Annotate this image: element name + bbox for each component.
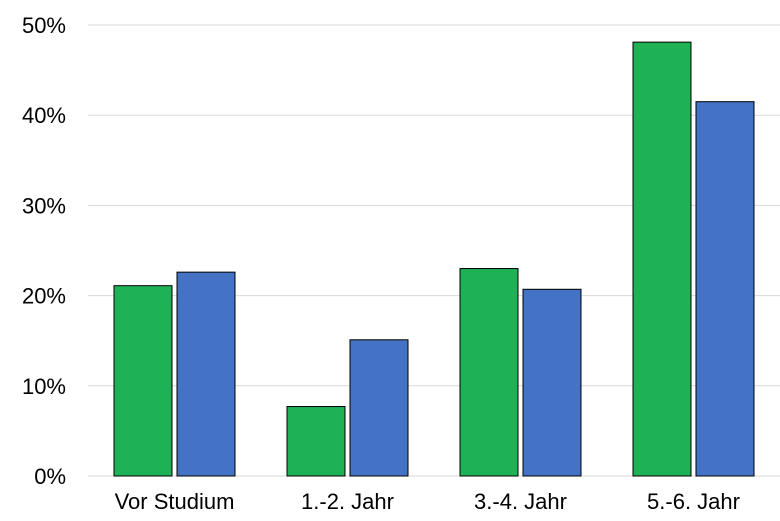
bar-series-1-0 [113, 285, 173, 477]
bar-series-1-3 [632, 41, 692, 477]
y-tick-label: 40% [22, 103, 66, 128]
y-tick-label: 20% [22, 284, 66, 309]
y-tick-label: 10% [22, 374, 66, 399]
bar-series-2-1 [349, 339, 409, 477]
x-category-label: Vor Studium [115, 489, 235, 514]
y-tick-label: 50% [22, 13, 66, 38]
bar-series-1-1 [286, 406, 346, 477]
bar-series-2-3 [695, 101, 755, 477]
y-tick-label: 30% [22, 193, 66, 218]
bar-series-2-0 [176, 271, 236, 477]
x-category-label: 5.-6. Jahr [647, 489, 740, 514]
y-tick-label: 0% [34, 464, 66, 489]
bars [113, 41, 755, 477]
x-category-label: 3.-4. Jahr [474, 489, 567, 514]
bar-series-1-2 [459, 268, 519, 477]
bar-series-2-2 [522, 288, 582, 477]
x-category-label: 1.-2. Jahr [301, 489, 394, 514]
x-axis-category-labels: Vor Studium 1.-2. Jahr 3.-4. Jahr 5.-6. Jah… [115, 489, 740, 514]
y-axis-tick-labels: 0% 10% 20% 30% 40% 50% [22, 13, 66, 489]
